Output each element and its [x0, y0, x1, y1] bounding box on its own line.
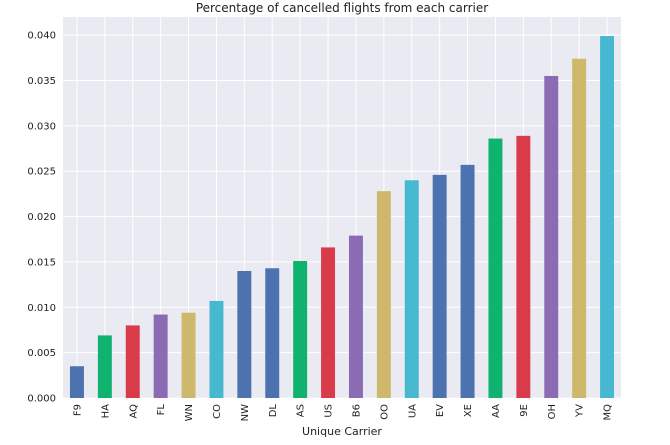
y-tick-label: 0.025 [27, 167, 56, 178]
bar-nw [237, 271, 252, 398]
x-tick-label: CO [212, 404, 223, 419]
x-tick-label: F9 [72, 404, 83, 416]
x-tick-label: AQ [128, 404, 139, 419]
x-tick-label: DL [268, 404, 279, 418]
bar-ha [97, 335, 112, 398]
chart-title: Percentage of cancelled flights from eac… [196, 1, 488, 15]
y-tick-label: 0.005 [27, 348, 56, 359]
bar-oh [544, 75, 559, 398]
y-tick-label: 0.000 [27, 394, 56, 405]
bar-dl [265, 268, 280, 398]
x-axis-ticks: F9 HA AQ FL WN CO NW DL AS US B6 OO UA EV XE AA 9E OH YV MQ [72, 404, 613, 422]
x-tick-label: WN [184, 404, 195, 421]
y-tick-label: 0.035 [27, 76, 56, 87]
y-axis-ticks: 0.000 0.005 0.010 0.015 0.020 0.025 0.030 0.035… [27, 31, 56, 405]
bar-b6 [348, 235, 363, 398]
bar-wn [181, 312, 196, 398]
y-tick-label: 0.010 [27, 303, 56, 314]
bar-mq [600, 36, 615, 399]
bar-aa [488, 138, 503, 399]
bar-fl [153, 314, 168, 398]
x-tick-label: US [324, 404, 335, 418]
x-tick-label: EV [435, 404, 446, 417]
plot-area [63, 17, 621, 398]
bar-oo [376, 191, 391, 398]
x-tick-label: UA [407, 404, 418, 418]
x-axis-title: Unique Carrier [302, 425, 382, 438]
x-tick-label: 9E [519, 404, 530, 417]
x-tick-label: XE [463, 404, 474, 417]
bar-yv [572, 58, 587, 398]
x-tick-label: AA [491, 404, 502, 418]
x-tick-label: OH [547, 404, 558, 419]
y-tick-label: 0.015 [27, 257, 56, 268]
bar-9e [516, 135, 531, 399]
x-tick-label: AS [296, 404, 307, 417]
bar-aq [125, 325, 140, 398]
y-tick-label: 0.040 [27, 31, 56, 42]
bar-xe [460, 164, 475, 398]
y-tick-label: 0.020 [27, 212, 56, 223]
bar-ev [432, 174, 447, 398]
bar-ua [404, 180, 419, 398]
bars [69, 36, 615, 399]
x-tick-label: FL [156, 404, 167, 416]
bar-f9 [69, 366, 84, 398]
x-tick-label: NW [240, 404, 251, 421]
bar-as [293, 261, 308, 398]
x-tick-label: HA [100, 404, 111, 419]
y-tick-label: 0.030 [27, 121, 56, 132]
bar-co [209, 300, 224, 398]
x-tick-label: MQ [603, 404, 614, 421]
x-tick-label: B6 [351, 404, 362, 417]
bar-us [321, 247, 336, 398]
x-tick-label: YV [575, 404, 586, 418]
x-tick-label: OO [379, 404, 390, 420]
